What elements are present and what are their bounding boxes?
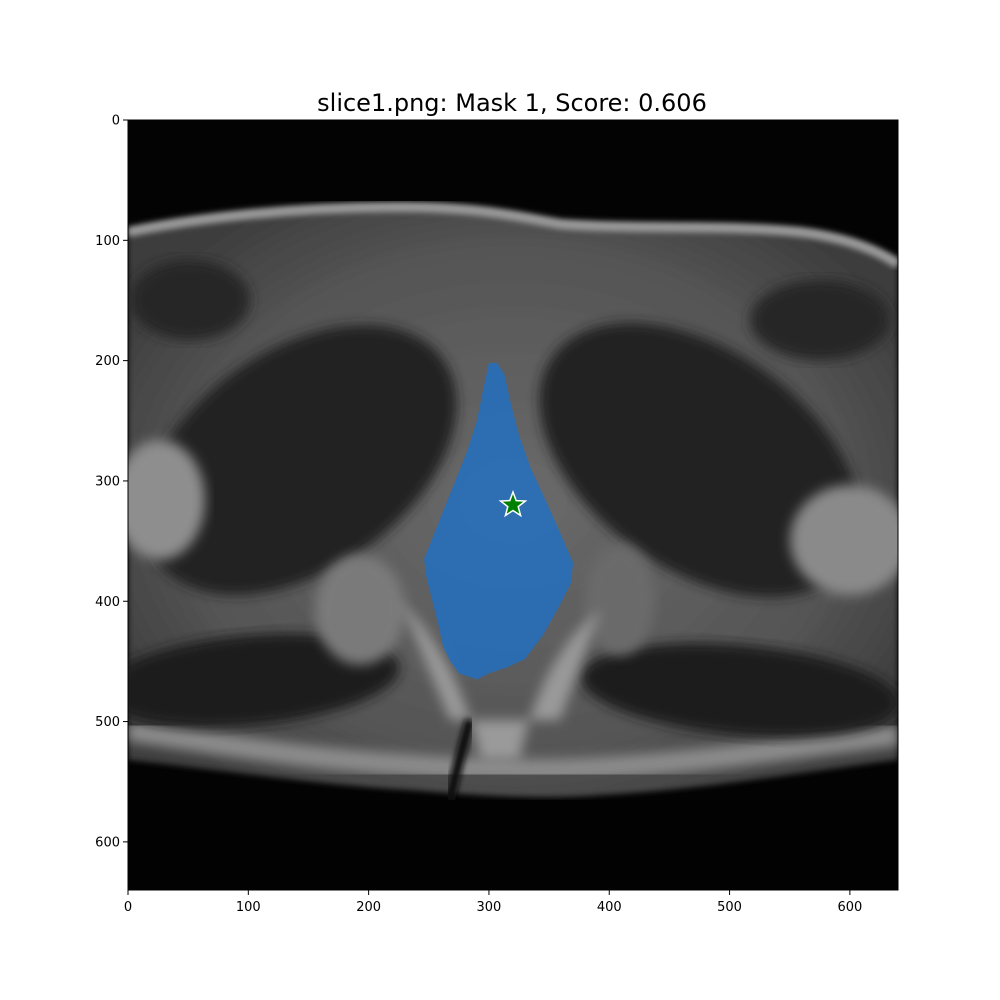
x-tick-label: 0 — [124, 900, 132, 915]
axes-frame — [127, 119, 899, 891]
y-tick-label: 0 — [112, 114, 120, 129]
segmentation-mask — [424, 363, 574, 680]
x-tick-label: 200 — [356, 900, 381, 915]
x-tick-label: 300 — [477, 900, 502, 915]
y-tick-label: 500 — [95, 715, 120, 730]
y-tick-label: 200 — [95, 354, 120, 369]
x-tick-label: 400 — [597, 900, 622, 915]
y-tick-label: 600 — [95, 835, 120, 850]
y-axis: 0 100 200 300 400 500 600 — [95, 114, 128, 850]
x-axis: 0 100 200 300 400 500 600 — [124, 890, 862, 915]
y-tick-label: 100 — [95, 234, 120, 249]
x-tick-label: 500 — [717, 900, 742, 915]
y-tick-label: 400 — [95, 595, 120, 610]
y-tick-label: 300 — [95, 474, 120, 489]
x-tick-label: 600 — [837, 900, 862, 915]
star-icon — [498, 489, 528, 518]
x-tick-label: 100 — [236, 900, 261, 915]
figure-title: slice1.png: Mask 1, Score: 0.606 — [317, 89, 707, 117]
